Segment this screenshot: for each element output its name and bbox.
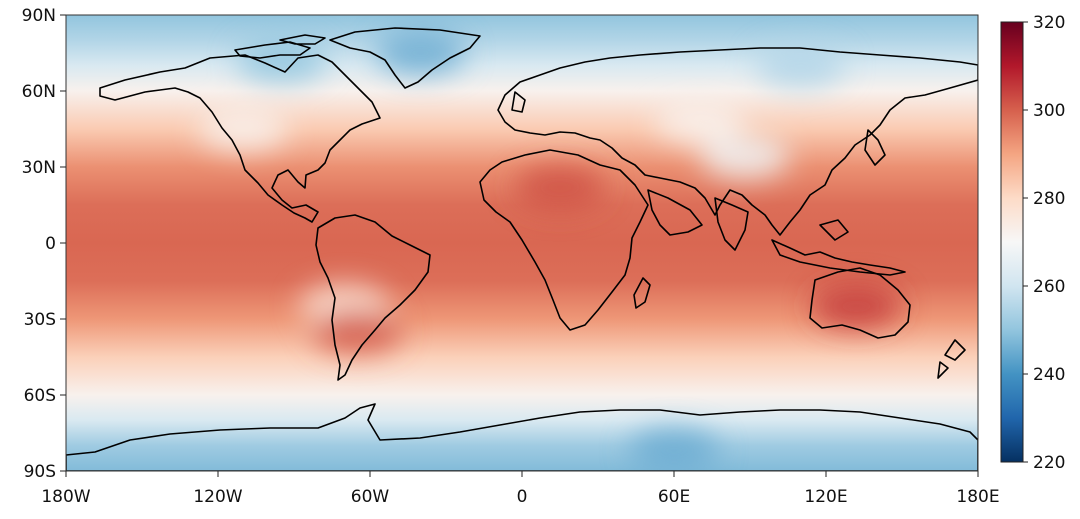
anomaly-canadian-arctic	[236, 38, 327, 83]
anomaly-greenland	[375, 31, 466, 75]
coastline-india	[714, 197, 749, 251]
anomaly-australia-interior	[811, 284, 902, 329]
anomaly-siberia	[755, 43, 846, 88]
anomaly-rocky-mountains	[198, 107, 289, 151]
colorbar-tick-label: 320	[1033, 13, 1065, 33]
anomaly-argentina	[312, 309, 403, 354]
y-tick-label: 90N	[22, 6, 56, 26]
x-tick-label: 120W	[193, 487, 242, 507]
colorbar-ticks: 320 300 280 260 240 220	[1023, 13, 1065, 473]
temperature-anomalies	[198, 31, 902, 471]
anomaly-central-asia	[654, 99, 745, 144]
coastline-madagascar	[633, 277, 651, 309]
coastline-japan	[864, 129, 886, 166]
coastline-indonesia	[771, 219, 906, 276]
coastline-arabia	[647, 189, 703, 236]
colorbar-tick-label: 240	[1033, 365, 1065, 385]
colorbar-tick-label: 220	[1033, 453, 1065, 473]
longitude-axis: 180W 120W 60W 0 60E 120E 180E	[41, 471, 1000, 507]
coastline-north-america	[99, 54, 381, 223]
x-tick-label: 180W	[41, 487, 90, 507]
coastline-arctic-islands	[234, 34, 326, 59]
x-tick-label: 60E	[658, 487, 690, 507]
colorbar-tick-label: 280	[1033, 189, 1065, 209]
colorbar-ramp	[1000, 21, 1024, 463]
x-tick-label: 60W	[351, 487, 390, 507]
colorbar-tick-label: 260	[1033, 277, 1065, 297]
map-plot-area	[65, 14, 979, 472]
coastline-british-isles	[511, 91, 526, 113]
x-tick-label: 180E	[956, 487, 999, 507]
coastline-south-america	[315, 214, 431, 381]
y-tick-label: 0	[45, 234, 56, 254]
y-tick-label: 90S	[24, 462, 56, 482]
coastline-australia	[809, 267, 911, 339]
latitude-axis: 90N 60N 30N 0 30S 60S 90S	[22, 6, 66, 482]
coastlines	[66, 27, 978, 471]
temperature-field-background	[66, 15, 978, 471]
colorbar-tick-label: 300	[1033, 101, 1065, 121]
coastline-europe-asia	[497, 47, 978, 236]
anomaly-antarctica-interior	[629, 428, 719, 471]
x-tick-label: 0	[517, 487, 528, 507]
y-tick-label: 30S	[24, 310, 56, 330]
anomaly-tibetan-plateau	[699, 134, 790, 179]
anomaly-sahara	[515, 165, 605, 210]
coastline-africa	[479, 149, 649, 331]
y-tick-label: 60N	[22, 82, 56, 102]
x-tick-label: 120E	[804, 487, 847, 507]
y-tick-label: 60S	[24, 386, 56, 406]
coastline-greenland	[329, 27, 481, 89]
coastline-antarctica	[66, 403, 978, 471]
colorbar: 320 300 280 260 240 220	[1000, 13, 1065, 473]
coastline-new-zealand	[937, 339, 966, 379]
y-tick-label: 30N	[22, 158, 56, 178]
